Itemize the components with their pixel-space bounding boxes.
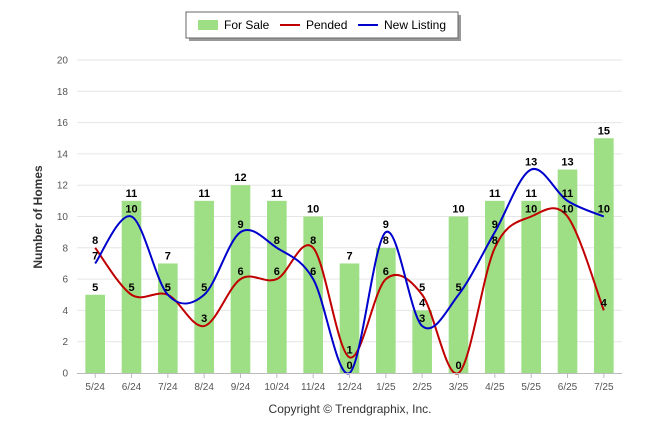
data-label-pended: 8 <box>492 235 498 247</box>
y-tick-label: 16 <box>57 118 69 129</box>
bar-for-sale <box>376 247 396 373</box>
legend-label-for-sale: For Sale <box>224 18 270 32</box>
bar-for-sale <box>485 200 505 373</box>
y-tick-label: 10 <box>57 212 69 223</box>
data-label-for-sale: 11 <box>198 188 210 200</box>
bar-for-sale <box>158 263 178 373</box>
y-tick-label: 20 <box>57 56 69 67</box>
data-label-for-sale: 11 <box>525 188 537 200</box>
x-tick-label: 7/24 <box>158 382 178 393</box>
y-tick-label: 6 <box>62 275 68 286</box>
x-tick-label: 5/24 <box>85 382 105 393</box>
data-label-pended: 8 <box>92 235 98 247</box>
y-tick-label: 8 <box>62 243 68 254</box>
data-label-for-sale: 13 <box>561 157 573 169</box>
data-label-pended: 5 <box>128 282 134 294</box>
data-label-pended: 3 <box>201 313 207 325</box>
data-label-new-listing: 0 <box>346 360 352 372</box>
data-label-pended: 5 <box>419 282 425 294</box>
data-label-for-sale: 12 <box>234 172 246 184</box>
data-label-new-listing: 13 <box>525 157 537 169</box>
bar-for-sale <box>85 294 105 373</box>
data-label-new-listing: 5 <box>201 282 207 294</box>
data-label-pended: 5 <box>165 282 171 294</box>
data-label-new-listing: 9 <box>492 219 498 231</box>
data-label-pended: 10 <box>525 204 537 216</box>
data-label-pended: 1 <box>346 344 352 356</box>
y-tick-label: 12 <box>57 181 69 192</box>
x-tick-label: 4/25 <box>485 382 505 393</box>
data-label-for-sale: 5 <box>92 282 98 294</box>
data-label-for-sale: 11 <box>489 188 501 200</box>
x-tick-label: 11/24 <box>301 382 326 393</box>
x-tick-label: 6/24 <box>122 382 142 393</box>
data-label-for-sale: 11 <box>271 188 283 200</box>
data-label-new-listing: 10 <box>598 204 610 216</box>
x-tick-label: 10/24 <box>264 382 289 393</box>
x-tick-label: 9/24 <box>231 382 251 393</box>
data-label-for-sale: 10 <box>307 204 319 216</box>
bar-for-sale <box>267 200 287 373</box>
bar-for-sale <box>557 169 578 373</box>
data-label-pended: 6 <box>274 266 280 278</box>
series-lines <box>94 168 605 375</box>
y-axis-ticks: 0 2 4 6 8 10 12 14 16 18 20 <box>57 56 69 380</box>
x-tick-label: 3/25 <box>449 382 469 393</box>
data-label-for-sale: 8 <box>383 235 389 247</box>
data-label-new-listing: 11 <box>562 188 574 200</box>
legend-swatch-for-sale <box>198 20 218 30</box>
copyright-footer: Copyright © Trendgraphix, Inc. <box>269 402 432 416</box>
bar-for-sale <box>194 200 214 373</box>
data-label-pended: 10 <box>561 204 573 216</box>
bar-for-sale <box>121 200 142 373</box>
data-label-for-sale: 7 <box>165 250 171 262</box>
line-new-listing <box>94 168 605 375</box>
legend: For Sale Pended New Listing <box>185 11 461 41</box>
y-tick-label: 2 <box>62 337 68 348</box>
data-label-for-sale: 7 <box>346 250 352 262</box>
data-label-new-listing: 9 <box>237 219 243 231</box>
x-tick-label: 12/24 <box>337 382 362 393</box>
y-tick-label: 0 <box>62 369 68 380</box>
x-tick-label: 2/25 <box>412 382 432 393</box>
y-axis-title: Number of Homes <box>31 165 45 269</box>
data-label-new-listing: 7 <box>92 250 98 262</box>
x-tick-label: 8/24 <box>194 382 214 393</box>
x-axis-ticks: 5/24 6/24 7/24 8/24 9/24 10/24 11/24 12/24 1/25 2… <box>85 373 614 393</box>
y-tick-label: 18 <box>57 87 69 98</box>
data-label-new-listing: 3 <box>419 313 425 325</box>
data-label-new-listing: 6 <box>310 266 316 278</box>
y-tick-label: 4 <box>62 306 68 317</box>
x-tick-label: 5/25 <box>521 382 541 393</box>
data-label-new-listing: 5 <box>165 282 171 294</box>
bar-for-sale <box>339 263 360 373</box>
data-label-pended: 0 <box>455 360 461 372</box>
data-label-new-listing: 8 <box>274 235 280 247</box>
data-label-for-sale: 10 <box>452 204 464 216</box>
legend-label-pended: Pended <box>306 18 347 32</box>
data-label-new-listing: 5 <box>455 282 461 294</box>
x-tick-label: 1/25 <box>376 382 396 393</box>
legend-box <box>185 11 459 39</box>
data-label-new-listing: 9 <box>383 219 389 231</box>
x-tick-label: 7/25 <box>594 382 614 393</box>
data-label-new-listing: 10 <box>125 204 137 216</box>
data-label-for-sale: 4 <box>419 297 426 309</box>
bar-for-sale <box>412 310 432 373</box>
bar-for-sale <box>594 138 614 373</box>
data-label-for-sale: 15 <box>598 125 610 137</box>
data-label-pended: 8 <box>310 235 316 247</box>
data-label-pended: 6 <box>383 266 389 278</box>
legend-label-new-listing: New Listing <box>384 18 446 32</box>
x-tick-label: 6/25 <box>558 382 578 393</box>
data-label-for-sale: 11 <box>126 188 138 200</box>
data-label-pended: 4 <box>601 297 608 309</box>
data-label-pended: 6 <box>237 266 243 278</box>
bar-for-sale <box>521 200 541 373</box>
y-tick-label: 14 <box>57 149 69 160</box>
